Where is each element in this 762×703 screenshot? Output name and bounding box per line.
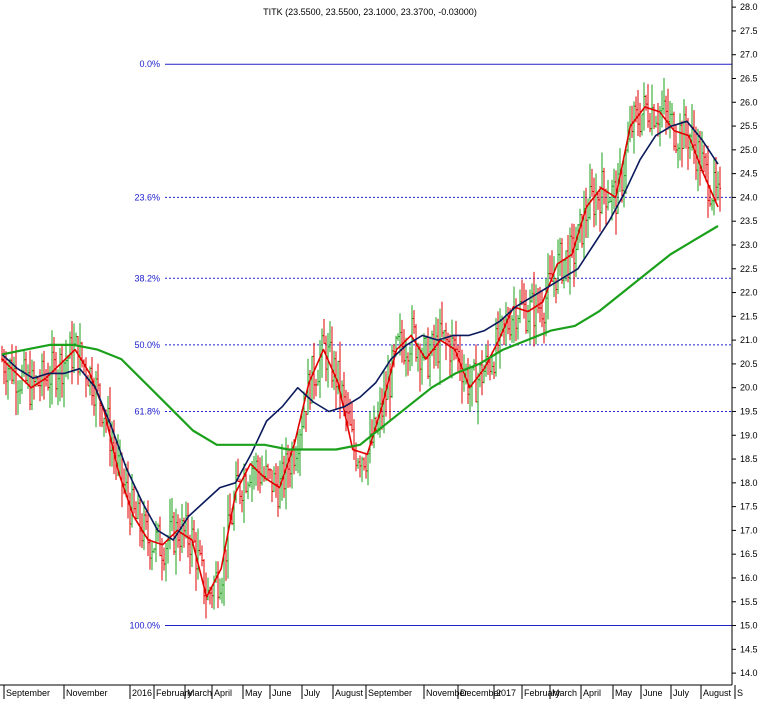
y-tick-label: 14.0 [740,668,758,678]
x-period-label: 2017 [496,688,516,698]
fib-level-label: 61.8% [134,406,160,416]
y-tick-label: 14.5 [740,644,758,654]
x-period-label: September [368,688,412,698]
x-period-label: February [524,688,561,698]
x-period-label: June [272,688,292,698]
y-tick-label: 21.5 [740,311,758,321]
x-period-label: December [460,688,502,698]
x-period-label: March [187,688,212,698]
y-tick-label: 19.0 [740,430,758,440]
y-tick-label: 18.0 [740,478,758,488]
x-period-label: February [156,688,193,698]
x-period-label: July [304,688,321,698]
x-period-label: August [703,688,732,698]
fibonacci-levels: 0.0% 23.6% 38.2% 50.0% 61.8% 100.0% [129,59,732,631]
x-period-label: July [673,688,690,698]
chart-title: TITK (23.5500, 23.5500, 23.1000, 23.3700… [263,7,477,17]
y-tick-label: 26.0 [740,97,758,107]
x-period-label: June [643,688,663,698]
x-period-label: March [552,688,577,698]
y-tick-label: 15.0 [740,621,758,631]
moving-average-line [1,225,719,451]
moving-average-line [1,120,719,541]
moving-averages [1,106,719,598]
y-tick-label: 25.5 [740,121,758,131]
fib-level-label: 38.2% [134,273,160,283]
y-tick-label: 17.0 [740,525,758,535]
x-period-label: May [245,688,263,698]
x-period-label: August [335,688,364,698]
y-tick-label: 27.5 [740,26,758,36]
y-tick-label: 20.0 [740,383,758,393]
x-period-label: S [737,688,743,698]
y-tick-label: 15.5 [740,597,758,607]
x-period-label: November [66,688,108,698]
y-tick-label: 16.5 [740,549,758,559]
y-tick-label: 28.0 [740,2,758,12]
x-period-label: November [426,688,468,698]
y-tick-label: 21.0 [740,335,758,345]
y-tick-label: 22.0 [740,288,758,298]
y-tick-label: 20.5 [740,359,758,369]
y-tick-label: 23.0 [740,240,758,250]
y-tick-label: 19.5 [740,406,758,416]
y-tick-label: 27.0 [740,50,758,60]
y-tick-label: 16.0 [740,573,758,583]
y-tick-label: 18.5 [740,454,758,464]
x-period-label: May [615,688,633,698]
fib-level-label: 0.0% [139,59,160,69]
x-period-label: April [583,688,601,698]
y-tick-label: 24.5 [740,169,758,179]
fib-level-label: 50.0% [134,340,160,350]
x-period-label: April [214,688,232,698]
y-tick-label: 24.0 [740,192,758,202]
y-tick-label: 22.5 [740,264,758,274]
moving-average-line [1,106,719,598]
y-tick-label: 26.5 [740,73,758,83]
y-tick-label: 25.0 [740,145,758,155]
fib-level-label: 23.6% [134,192,160,202]
fib-level-label: 100.0% [129,621,160,631]
y-tick-label: 23.5 [740,216,758,226]
x-period-label: 2016 [132,688,152,698]
x-period-label: September [6,688,50,698]
y-tick-label: 17.5 [740,502,758,512]
